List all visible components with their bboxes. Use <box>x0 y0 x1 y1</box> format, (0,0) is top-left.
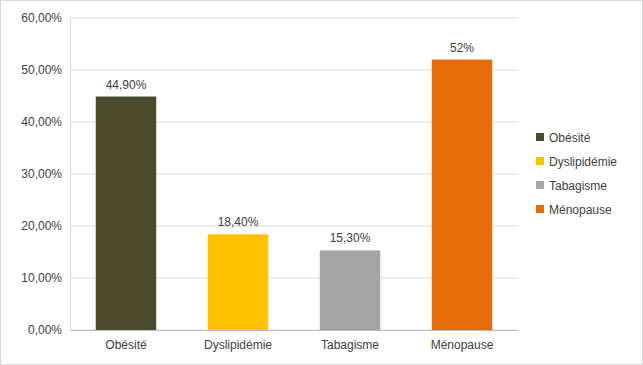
legend-label: Dyslipidémie <box>549 155 617 169</box>
y-tick: 50,00% <box>21 63 70 77</box>
x-tick-label: Ménopause <box>431 338 494 352</box>
data-label: 52% <box>450 41 474 55</box>
y-tick: 0,00% <box>28 323 70 337</box>
data-label: 15,30% <box>330 231 371 245</box>
x-tick: Ménopause <box>431 330 494 352</box>
y-tick: 10,00% <box>21 271 70 285</box>
legend-item: Dyslipidémie <box>536 155 617 169</box>
bars <box>96 60 492 330</box>
x-tick-label: Obésité <box>105 338 147 352</box>
legend-label: Ménopause <box>549 203 612 217</box>
x-tick-label: Tabagisme <box>321 338 379 352</box>
legend-item: Tabagisme <box>536 179 607 193</box>
y-tick: 60,00% <box>21 11 70 25</box>
legend-swatch <box>536 157 544 165</box>
bar <box>208 234 268 330</box>
x-axis: Obésité Dyslipidémie Tabagisme Ménopause <box>71 330 519 352</box>
legend-item: Ménopause <box>536 203 612 217</box>
chart: 0,00% 10,00% 20,00% 30,00% 40,00% 50,00% 60,00… <box>0 0 643 365</box>
y-tick: 30,00% <box>21 167 70 181</box>
bar <box>96 97 156 330</box>
y-axis: 0,00% 10,00% 20,00% 30,00% 40,00% 50,00% 60,00… <box>21 11 70 337</box>
data-label: 44,90% <box>106 78 147 92</box>
legend-item: Obésité <box>536 131 591 145</box>
y-tick-label: 0,00% <box>28 323 62 337</box>
grid-line <box>70 18 518 19</box>
y-tick-label: 20,00% <box>21 219 62 233</box>
legend-swatch <box>536 205 544 213</box>
x-tick-label: Dyslipidémie <box>204 338 272 352</box>
bar <box>432 60 492 330</box>
x-tick: Dyslipidémie <box>204 330 272 352</box>
grid <box>70 18 518 330</box>
legend: Obésité Dyslipidémie Tabagisme Ménopause <box>536 131 617 217</box>
legend-label: Obésité <box>549 131 591 145</box>
y-tick: 20,00% <box>21 219 70 233</box>
x-axis-line <box>71 330 519 331</box>
x-tick: Obésité <box>105 330 147 352</box>
y-tick: 40,00% <box>21 115 70 129</box>
y-tick-label: 40,00% <box>21 115 62 129</box>
legend-swatch <box>536 181 544 189</box>
bar <box>320 250 380 330</box>
y-axis-line <box>70 19 71 331</box>
legend-label: Tabagisme <box>549 179 607 193</box>
plot: 0,00% 10,00% 20,00% 30,00% 40,00% 50,00% 60,00… <box>21 11 518 351</box>
y-tick-label: 10,00% <box>21 271 62 285</box>
x-tick: Tabagisme <box>321 330 379 352</box>
legend-swatch <box>536 133 544 141</box>
y-tick-label: 50,00% <box>21 63 62 77</box>
data-label: 18,40% <box>218 215 259 229</box>
y-tick-label: 30,00% <box>21 167 62 181</box>
data-labels: 44,90% 18,40% 15,30% 52% <box>106 41 475 246</box>
chart-frame <box>1 1 643 365</box>
y-tick-label: 60,00% <box>21 11 62 25</box>
